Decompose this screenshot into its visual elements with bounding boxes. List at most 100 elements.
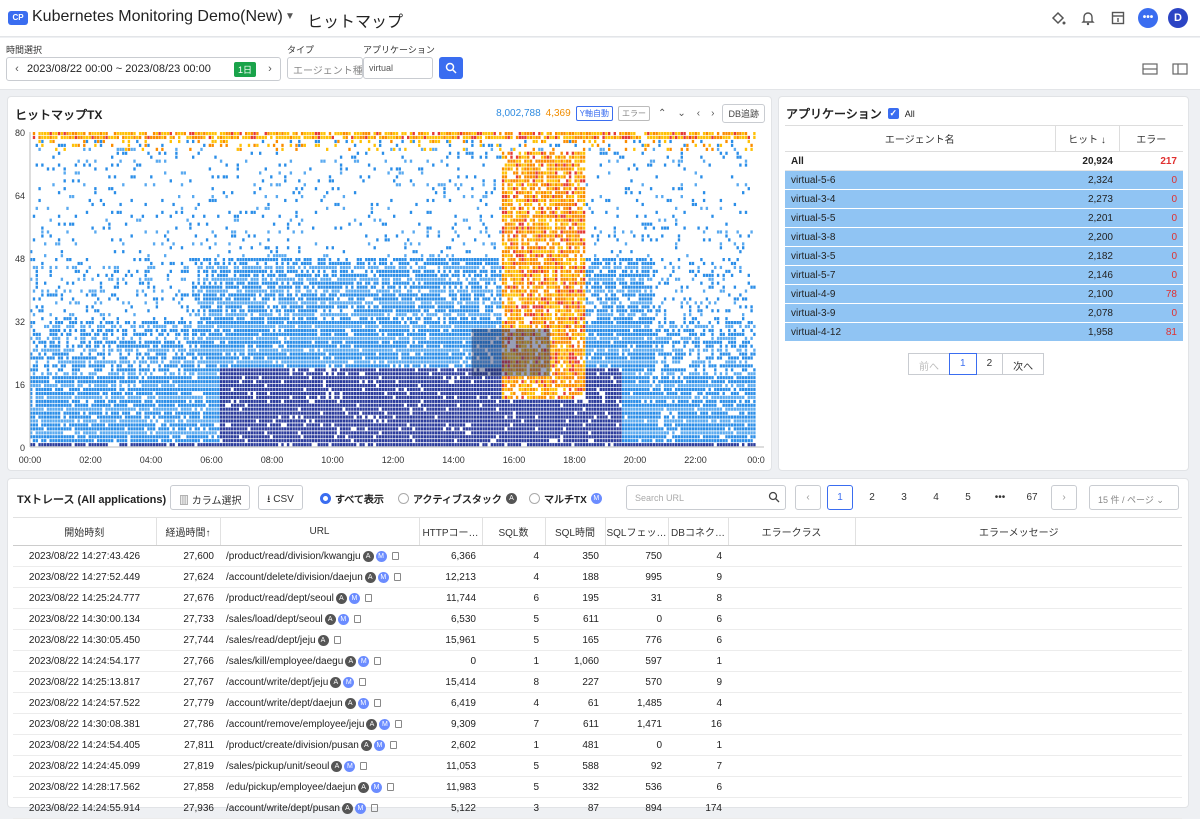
copy-icon[interactable] [374,699,381,707]
project-selector[interactable]: Kubernetes Monitoring Demo(New) [32,8,283,26]
tx-col-header[interactable]: SQL数 [482,518,545,546]
active-stack-badge[interactable]: A [363,551,374,562]
layout-columns-icon[interactable] [1172,63,1188,75]
col-error[interactable]: エラー [1119,126,1183,152]
multi-tx-badge[interactable]: M [378,572,389,583]
search-button[interactable] [439,57,463,79]
active-stack-badge[interactable]: A [366,719,377,730]
all-checkbox[interactable]: ✓ [888,108,899,119]
tx-url[interactable]: /account/write/dept/pusan [226,803,340,814]
bell-icon[interactable] [1078,8,1098,28]
active-stack-badge[interactable]: A [342,803,353,814]
col-agent-name[interactable]: エージェント名 [785,126,1055,152]
multi-tx-badge[interactable]: M [349,593,360,604]
multi-tx-badge[interactable]: M [343,677,354,688]
tx-url[interactable]: /product/create/division/pusan [226,740,359,751]
tx-col-header[interactable]: 開始時刻 [13,518,156,546]
prev-page-button[interactable]: 前へ [908,353,950,375]
tx-url[interactable]: /product/read/division/kwangju [226,551,361,562]
tx-col-header[interactable]: SQLフェッ… [605,518,668,546]
copy-icon[interactable] [360,762,367,770]
tx-page-button[interactable]: 4 [923,485,949,510]
tx-prev-page-icon[interactable]: ‹ [795,485,821,510]
chat-icon[interactable]: ••• [1138,8,1158,28]
active-stack-badge[interactable]: A [345,698,356,709]
copy-icon[interactable] [392,552,399,560]
multi-tx-badge[interactable]: M [338,614,349,625]
copy-icon[interactable] [395,720,402,728]
page-2-button[interactable]: 2 [976,353,1004,375]
copy-icon[interactable] [390,741,397,749]
tx-col-header[interactable]: 経過時間↑ [156,518,220,546]
tx-page-button[interactable]: 5 [955,485,981,510]
page-1-button[interactable]: 1 [949,353,977,375]
multi-tx-badge[interactable]: M [358,698,369,709]
tx-url[interactable]: /sales/load/dept/seoul [226,614,323,625]
per-page-select[interactable]: 15 件 / ページ ⌄ [1089,485,1179,510]
active-stack-badge[interactable]: A [318,635,329,646]
tx-col-header[interactable]: HTTPコー… [419,518,482,546]
multi-tx-badge[interactable]: M [358,656,369,667]
type-select[interactable]: エージェント種類 [287,57,363,79]
copy-icon[interactable] [371,804,378,812]
tx-page-button[interactable]: 2 [859,485,885,510]
next-range-icon[interactable]: › [260,63,280,75]
tx-url[interactable]: /sales/kill/employee/daegu [226,656,343,667]
column-select-button[interactable]: ▥ カラム選択 [170,485,250,510]
next-page-button[interactable]: 次へ [1002,353,1044,375]
tx-url[interactable]: /account/delete/division/daejun [226,572,363,583]
copy-icon[interactable] [354,615,361,623]
tx-page-ellipsis[interactable]: ••• [987,485,1013,510]
col-hit[interactable]: ヒット ↓ [1055,126,1119,152]
copy-icon[interactable] [359,678,366,686]
tx-col-header[interactable]: DBコネク… [668,518,728,546]
tx-page-button[interactable]: 67 [1019,485,1045,510]
prev-range-icon[interactable]: ‹ [7,63,27,75]
copy-icon[interactable] [394,573,401,581]
paint-bucket-icon[interactable] [1048,8,1068,28]
radio-active-stack[interactable]: アクティブスタック A [398,491,517,506]
multi-tx-badge[interactable]: M [344,761,355,772]
active-stack-badge[interactable]: A [336,593,347,604]
tx-col-header[interactable]: エラークラス [728,518,855,546]
tx-url[interactable]: /edu/pickup/employee/daejun [226,782,356,793]
csv-button[interactable]: ⭳ CSV [258,485,303,510]
calendar-icon[interactable] [1108,8,1128,28]
copy-icon[interactable] [365,594,372,602]
active-stack-badge[interactable]: A [330,677,341,688]
active-stack-badge[interactable]: A [331,761,342,772]
radio-multi-tx[interactable]: マルチTX M [529,491,602,506]
multi-tx-badge[interactable]: M [376,551,387,562]
tx-url[interactable]: /account/write/dept/jeju [226,677,328,688]
multi-tx-badge[interactable]: M [355,803,366,814]
